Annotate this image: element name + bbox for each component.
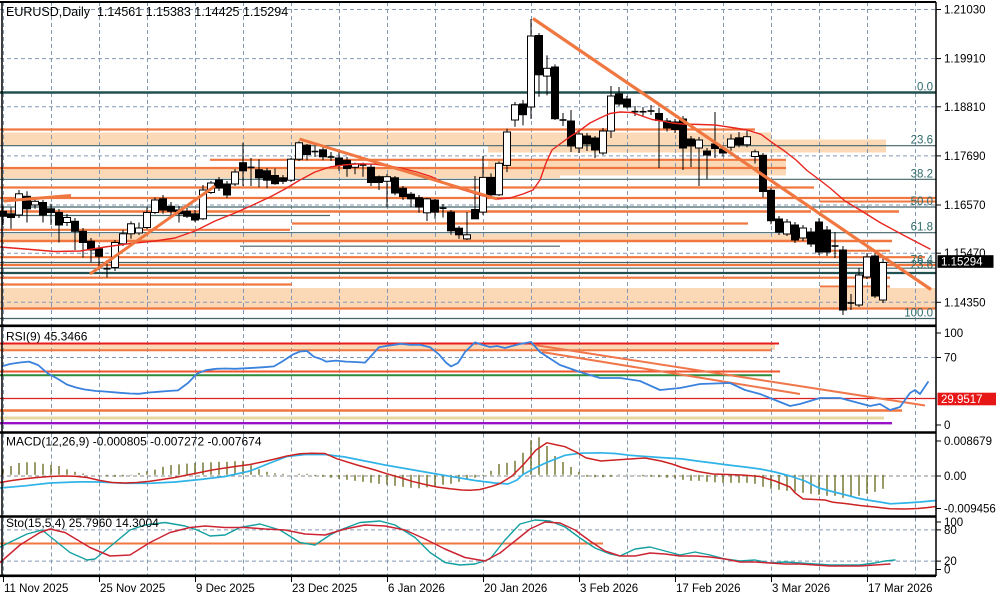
svg-text:0.008679: 0.008679 <box>944 436 992 448</box>
svg-text:1.16570: 1.16570 <box>944 200 986 212</box>
svg-text:3 Mar 2026: 3 Mar 2026 <box>772 583 830 595</box>
svg-text:RSI(9) 45.3466: RSI(9) 45.3466 <box>6 330 88 344</box>
svg-text:17 Feb 2026: 17 Feb 2026 <box>676 583 741 595</box>
svg-text:38.2: 38.2 <box>911 168 933 180</box>
svg-text:50.0: 50.0 <box>911 196 933 208</box>
svg-text:1.18810: 1.18810 <box>944 102 986 114</box>
svg-text:11 Nov 2025: 11 Nov 2025 <box>4 583 68 595</box>
svg-text:20: 20 <box>944 556 957 568</box>
svg-text:100: 100 <box>944 517 963 529</box>
svg-text:0.0: 0.0 <box>917 82 933 94</box>
svg-text:3 Feb 2026: 3 Feb 2026 <box>580 583 638 595</box>
svg-text:61.8: 61.8 <box>911 222 933 234</box>
svg-text:23 Dec 2025: 23 Dec 2025 <box>292 583 357 595</box>
svg-text:29.9517: 29.9517 <box>941 394 983 406</box>
svg-text:1.19910: 1.19910 <box>944 54 986 66</box>
svg-text:6 Jan 2026: 6 Jan 2026 <box>388 583 445 595</box>
svg-text:0.00: 0.00 <box>944 471 966 483</box>
svg-text:1.21030: 1.21030 <box>944 5 986 17</box>
svg-text:100: 100 <box>944 328 963 340</box>
svg-text:9 Dec 2025: 9 Dec 2025 <box>196 583 255 595</box>
svg-text:17 Mar 2026: 17 Mar 2026 <box>868 583 933 595</box>
svg-text:23.6: 23.6 <box>911 135 933 147</box>
svg-text:100.0: 100.0 <box>904 308 933 320</box>
svg-text:1.14350: 1.14350 <box>944 297 986 309</box>
svg-text:23.6: 23.6 <box>911 260 933 272</box>
svg-text:80: 80 <box>944 525 957 537</box>
svg-text:76.4: 76.4 <box>911 254 934 266</box>
svg-text:1.17690: 1.17690 <box>944 151 986 163</box>
svg-text:70: 70 <box>944 353 957 365</box>
svg-text:-0.009456: -0.009456 <box>944 504 996 516</box>
svg-text:Sto(15,5,4) 25.7960 14.3004: Sto(15,5,4) 25.7960 14.3004 <box>6 516 159 530</box>
svg-text:0: 0 <box>944 565 950 577</box>
svg-text:EURUSD,Daily 1.14561 1.15383: EURUSD,Daily 1.14561 1.15383 1.14425 1.1… <box>6 5 288 19</box>
svg-text:1.15294: 1.15294 <box>941 256 983 268</box>
svg-text:25 Nov 2025: 25 Nov 2025 <box>100 583 165 595</box>
svg-text:MACD(12,26,9) -0.000805 -0.007: MACD(12,26,9) -0.000805 -0.007272 -0.007… <box>6 435 262 449</box>
svg-text:0: 0 <box>944 420 950 432</box>
svg-text:20 Jan 2026: 20 Jan 2026 <box>484 583 547 595</box>
